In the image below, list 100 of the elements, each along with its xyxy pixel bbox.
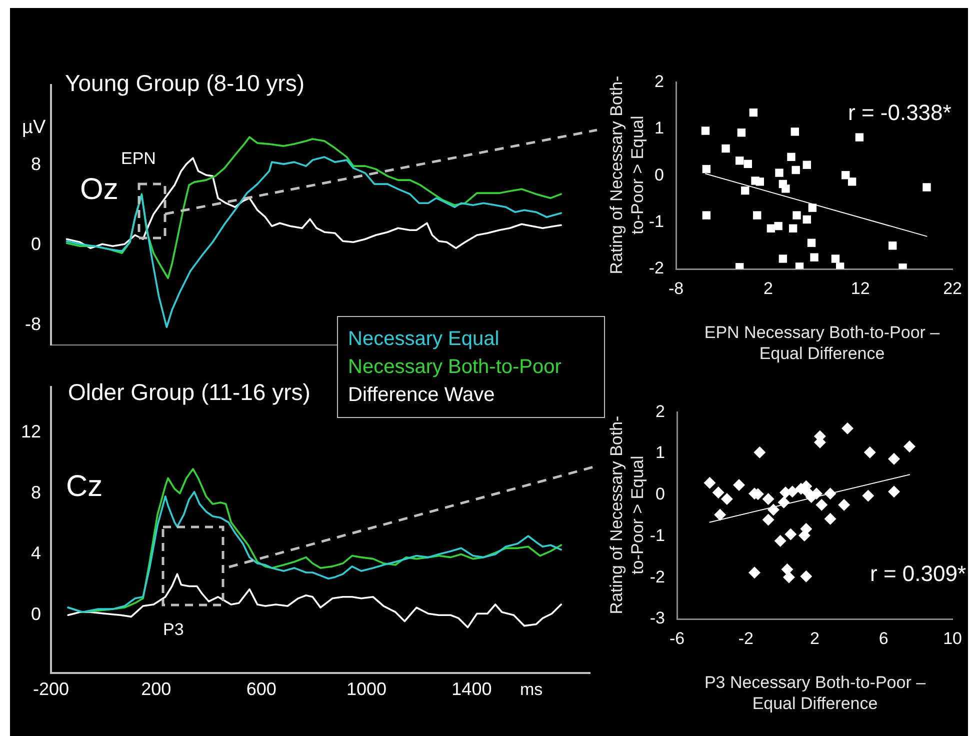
- y-tick-label: 0: [654, 165, 664, 184]
- x-tick-label: 200: [141, 678, 172, 699]
- x-tick-label: 600: [246, 678, 276, 699]
- point: [748, 566, 760, 579]
- point: [756, 178, 764, 186]
- annotation: EPN: [121, 149, 156, 168]
- point: [807, 238, 816, 247]
- x-tick-label: 2: [810, 628, 820, 648]
- annotation: r = -0.338*: [848, 100, 952, 125]
- point: [788, 224, 798, 232]
- point: [888, 486, 900, 498]
- y-tick-label: -3: [650, 608, 665, 628]
- point: [781, 563, 794, 576]
- text: Difference Wave: [348, 383, 496, 408]
- annotation: Oz: [80, 173, 118, 206]
- point: [810, 253, 818, 262]
- x-tick-label: 1000: [346, 678, 387, 699]
- point: [848, 178, 856, 186]
- point: [722, 144, 730, 153]
- point: [836, 262, 844, 269]
- point: [808, 204, 817, 212]
- x-axis-title: P3 Necessary Both-to-Poor – Equal Difference: [703, 672, 927, 714]
- point: [792, 211, 801, 220]
- point: [864, 446, 876, 458]
- point: [842, 171, 850, 180]
- point: [762, 493, 774, 506]
- point: [762, 514, 774, 526]
- y-tick-label: -2: [648, 258, 664, 278]
- point: [774, 222, 782, 230]
- point: [831, 254, 840, 263]
- annotation: Cz: [66, 470, 103, 503]
- point: [741, 186, 750, 195]
- y-tick-label: 1: [656, 443, 665, 462]
- x-tick-label: 2: [763, 278, 773, 298]
- y-tick-label: -8: [24, 314, 41, 334]
- point: [737, 128, 746, 137]
- point: [795, 262, 804, 269]
- y-axis-title: µV: [22, 117, 46, 138]
- point: [838, 498, 850, 511]
- point: [824, 488, 836, 500]
- point: [824, 512, 836, 525]
- point: [888, 452, 900, 465]
- x-tick-label: 22: [943, 278, 962, 298]
- point: [790, 128, 800, 136]
- y-tick-label: -1: [648, 212, 664, 231]
- x-axis-title: EPN Necessary Both-to-Poor – Equal Difference: [703, 322, 941, 364]
- y-tick-label: 1: [654, 118, 664, 138]
- annotation: r = 0.309*: [870, 561, 966, 586]
- point: [922, 183, 931, 192]
- point: [753, 211, 762, 220]
- y-tick-label: 4: [30, 543, 41, 564]
- point: [855, 133, 864, 142]
- chart-title: Older Group (11-16 yrs): [68, 379, 310, 405]
- point: [775, 168, 784, 177]
- point: [816, 498, 828, 511]
- point: [778, 496, 790, 508]
- y-tick-label: 0: [30, 234, 41, 254]
- point: [903, 440, 916, 453]
- point: [774, 534, 786, 547]
- point: [714, 508, 726, 521]
- point: [784, 528, 797, 540]
- text: Necessary Both-to-Poor: [348, 355, 562, 380]
- point: [701, 126, 710, 135]
- point: [720, 493, 733, 506]
- x-tick-label: -6: [669, 628, 685, 648]
- y-tick-label: -1: [650, 526, 665, 545]
- point: [749, 108, 758, 117]
- point: [754, 446, 766, 458]
- y-tick-label: -2: [650, 567, 665, 586]
- point: [802, 160, 811, 169]
- point: [782, 184, 790, 193]
- point: [800, 570, 812, 582]
- point: [702, 211, 711, 220]
- point: [841, 422, 854, 434]
- x-tick-label: -2: [738, 628, 754, 648]
- y-axis-title: Rating of Necessary Both-to-Poor > Equal: [606, 74, 648, 276]
- chart-title: Young Group (8-10 yrs): [65, 70, 305, 96]
- x-tick-label: 10: [943, 628, 962, 648]
- y-tick-label: 2: [656, 402, 665, 421]
- point: [733, 478, 745, 491]
- point: [782, 571, 795, 584]
- x-tick-label: -8: [668, 278, 684, 298]
- x-tick-label: 1400: [452, 678, 492, 699]
- point: [704, 476, 716, 489]
- point: [702, 164, 711, 174]
- y-tick-label: 8: [30, 482, 41, 502]
- point: [736, 156, 744, 165]
- x-tick-label: 12: [850, 278, 870, 298]
- y-tick-label: 2: [654, 72, 664, 91]
- y-tick-label: 0: [656, 484, 665, 504]
- y-tick-label: 12: [20, 421, 41, 442]
- point: [744, 160, 752, 168]
- x-tick-label: 6: [878, 628, 888, 648]
- point: [712, 486, 724, 498]
- x-axis-title: ms: [520, 680, 543, 699]
- y-axis-title: Rating of Necessary Both-to-Poor > Equal: [606, 414, 648, 616]
- x-tick-label: -200: [32, 678, 70, 699]
- point: [862, 490, 874, 502]
- y-tick-label: 0: [30, 604, 41, 624]
- y-tick-label: 8: [30, 154, 41, 174]
